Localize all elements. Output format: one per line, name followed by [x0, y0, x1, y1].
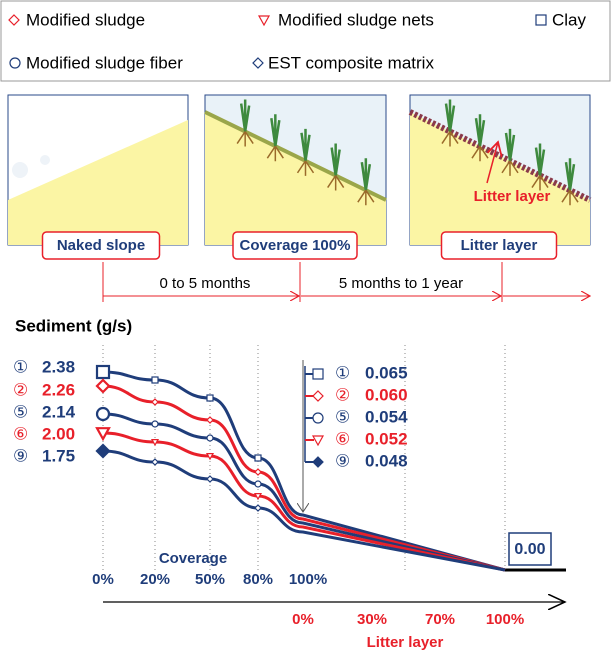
end-value: 0.048 [365, 451, 408, 470]
series-index: ⑤ [335, 407, 350, 426]
panel-label: Litter layer [461, 237, 538, 254]
point-marker [207, 417, 213, 423]
curve [103, 386, 505, 570]
start-marker [97, 366, 109, 378]
timeline-label: 0 to 5 months [160, 275, 251, 292]
page: 0.00 Sediment (g/s) Coverage Litter laye… [0, 0, 611, 653]
series-index: ① [13, 357, 28, 376]
start-value: 2.14 [42, 402, 76, 421]
litter-tick: 0% [292, 611, 314, 628]
series-index: ① [335, 363, 350, 382]
panel-coverage [205, 95, 386, 245]
litter-tick: 100% [486, 611, 524, 628]
litter-label: Litter layer [367, 634, 444, 651]
start-marker [97, 445, 109, 457]
panel-label: Naked slope [57, 237, 145, 254]
point-marker [255, 481, 261, 487]
legend-marker [10, 58, 20, 68]
series-index: ⑤ [13, 402, 28, 421]
coverage-tick: 50% [195, 571, 225, 588]
point-marker [152, 440, 158, 445]
start-marker [97, 408, 109, 420]
end-value: 0.065 [365, 363, 408, 382]
legend-label: Clay [552, 10, 587, 29]
point-marker [207, 454, 213, 459]
legend-label: Modified sludge nets [278, 10, 434, 29]
curve [103, 414, 505, 570]
panel-label: Coverage 100% [240, 237, 351, 254]
point-marker [207, 435, 213, 441]
series-index: ② [335, 385, 350, 404]
point-marker [152, 377, 158, 383]
legend-marker [536, 15, 546, 25]
series-index: ⑥ [335, 429, 350, 448]
point-marker [152, 421, 158, 427]
legend-label: Modified sludge fiber [26, 53, 183, 72]
series-index: ⑨ [335, 451, 350, 470]
start-value: 1.75 [42, 446, 75, 465]
chart-title: Sediment (g/s) [15, 316, 132, 335]
end-marker [313, 369, 323, 379]
point-marker [152, 459, 158, 465]
start-marker [97, 428, 109, 439]
litter-tick: 30% [357, 611, 387, 628]
start-value: 2.00 [42, 424, 75, 443]
legend-label: EST composite matrix [268, 53, 434, 72]
end-marker [313, 436, 323, 445]
end-marker [313, 391, 323, 401]
start-value: 2.38 [42, 357, 75, 376]
coverage-label: Coverage [159, 550, 227, 567]
coverage-tick: 80% [243, 571, 273, 588]
grid [103, 345, 505, 572]
point-marker [255, 469, 261, 475]
timeline-label: 5 months to 1 year [339, 275, 463, 292]
end-value: 0.060 [365, 385, 408, 404]
coverage-tick: 100% [289, 571, 327, 588]
series-index: ② [13, 380, 28, 399]
legend-label: Modified sludge [26, 10, 145, 29]
series-index: ⑥ [13, 424, 28, 443]
end-value: 0.054 [365, 407, 408, 426]
final-value: 0.00 [514, 541, 545, 558]
end-value: 0.052 [365, 429, 408, 448]
point-marker [207, 476, 213, 482]
litter-annotation: Litter layer [474, 188, 551, 205]
point-marker [255, 455, 261, 461]
point-marker [255, 494, 261, 499]
panel-litter [410, 95, 590, 245]
end-marker [313, 413, 323, 423]
coverage-tick: 20% [140, 571, 170, 588]
series-index: ⑨ [13, 446, 28, 465]
panel-naked [8, 95, 188, 245]
point-marker [152, 399, 158, 405]
point-marker [255, 505, 261, 511]
end-marker [313, 457, 323, 467]
point-marker [207, 395, 213, 401]
start-value: 2.26 [42, 380, 75, 399]
coverage-tick: 0% [92, 571, 114, 588]
start-marker [97, 380, 109, 392]
litter-tick: 70% [425, 611, 455, 628]
